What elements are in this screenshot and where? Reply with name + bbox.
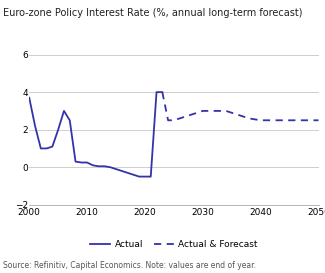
Actual & Forecast (218, 109, 222, 112)
Actual & Forecast (172, 119, 176, 122)
Actual (56, 128, 60, 131)
Actual (143, 175, 147, 178)
Actual (131, 173, 135, 176)
Actual & Forecast (311, 119, 315, 122)
Actual & Forecast (253, 118, 257, 121)
Actual (102, 165, 106, 168)
Actual (114, 167, 118, 171)
Actual (45, 147, 48, 150)
Actual (68, 119, 72, 122)
Actual & Forecast (276, 119, 280, 122)
Actual (91, 164, 95, 167)
Actual & Forecast (293, 119, 297, 122)
Actual & Forecast (247, 117, 251, 120)
Actual (33, 124, 37, 127)
Actual & Forecast (270, 119, 274, 122)
Actual & Forecast (288, 119, 292, 122)
Actual & Forecast (166, 119, 170, 122)
Actual & Forecast (299, 119, 303, 122)
Actual & Forecast (178, 117, 182, 120)
Actual (126, 171, 130, 174)
Actual & Forecast (282, 119, 286, 122)
Actual (79, 161, 83, 164)
Actual (155, 90, 159, 94)
Actual & Forecast (259, 119, 263, 122)
Actual & Forecast (184, 115, 188, 118)
Actual (27, 96, 31, 99)
Actual & Forecast (195, 111, 199, 114)
Actual & Forecast (213, 109, 216, 112)
Text: Euro-zone Policy Interest Rate (%, annual long-term forecast): Euro-zone Policy Interest Rate (%, annua… (3, 8, 303, 18)
Actual (39, 147, 43, 150)
Line: Actual: Actual (29, 92, 162, 177)
Actual (137, 175, 141, 178)
Actual (85, 161, 89, 164)
Actual & Forecast (241, 115, 245, 118)
Actual & Forecast (201, 109, 205, 112)
Actual (120, 169, 124, 173)
Actual & Forecast (224, 109, 228, 112)
Actual & Forecast (189, 113, 193, 116)
Legend: Actual, Actual & Forecast: Actual, Actual & Forecast (86, 236, 261, 253)
Actual & Forecast (305, 119, 309, 122)
Actual & Forecast (317, 119, 320, 122)
Actual & Forecast (265, 119, 268, 122)
Actual (108, 165, 112, 169)
Actual (62, 109, 66, 112)
Actual (160, 90, 164, 94)
Text: Source: Refinitiv, Capital Economics. Note: values are end of year.: Source: Refinitiv, Capital Economics. No… (3, 261, 256, 270)
Actual (73, 160, 77, 163)
Actual (97, 165, 101, 168)
Actual & Forecast (236, 113, 240, 116)
Actual & Forecast (230, 111, 234, 114)
Actual & Forecast (160, 90, 164, 94)
Line: Actual & Forecast: Actual & Forecast (162, 92, 318, 120)
Actual & Forecast (207, 109, 211, 112)
Actual (149, 175, 153, 178)
Actual (50, 145, 54, 148)
